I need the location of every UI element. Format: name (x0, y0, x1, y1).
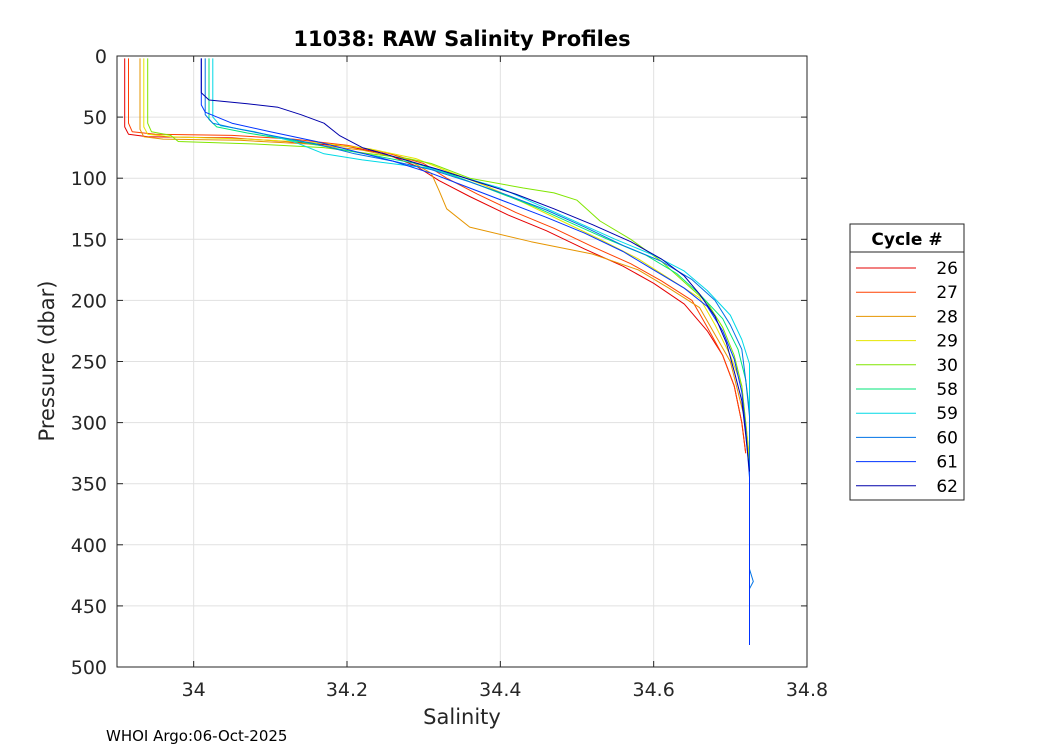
legend-label-30: 30 (936, 356, 958, 376)
y-tick-label: 200 (71, 290, 107, 312)
legend-title: Cycle # (871, 230, 942, 250)
series-line-61 (200, 58, 750, 645)
chart-title: 11038: RAW Salinity Profiles (293, 27, 630, 51)
y-tick-label: 250 (71, 352, 107, 374)
legend-label-60: 60 (936, 428, 958, 448)
y-tick-label: 300 (71, 413, 107, 435)
legend-label-58: 58 (936, 380, 958, 400)
series-line-29 (143, 58, 750, 506)
y-axis-label: Pressure (dbar) (35, 281, 59, 442)
series-line-28 (139, 58, 750, 460)
y-tick-label: 50 (83, 107, 107, 129)
x-tick-label: 34.2 (326, 679, 368, 701)
legend-box (849, 223, 965, 501)
legend-label-28: 28 (936, 307, 958, 327)
x-tick-label: 34 (182, 679, 206, 701)
x-tick-label: 34.6 (633, 679, 675, 701)
y-tick-label: 100 (71, 168, 107, 190)
x-axis-label: Salinity (423, 705, 501, 729)
series-line-59 (212, 58, 750, 447)
series-line-27 (128, 58, 747, 454)
footer-text: WHOI Argo:06-Oct-2025 (106, 727, 287, 745)
legend-label-59: 59 (936, 404, 958, 424)
series-lines (124, 58, 754, 645)
x-axis-ticks: 34 34.2 34.4 34.6 34.8 (182, 56, 828, 701)
y-tick-label: 400 (71, 535, 107, 557)
legend-items: 26 27 28 29 30 58 59 60 61 62 (856, 259, 958, 497)
series-line-30 (147, 58, 750, 511)
y-axis-ticks: 0 50 100 150 200 250 300 350 400 450 500 (71, 46, 807, 679)
y-tick-label: 150 (71, 229, 107, 251)
y-tick-label: 0 (95, 46, 107, 68)
legend-label-61: 61 (936, 453, 958, 473)
legend-label-29: 29 (936, 332, 958, 352)
x-tick-label: 34.4 (479, 679, 521, 701)
legend-label-62: 62 (936, 477, 958, 497)
legend-label-26: 26 (936, 259, 958, 279)
y-tick-label: 500 (71, 657, 107, 679)
legend-label-27: 27 (936, 283, 958, 303)
y-tick-label: 450 (71, 596, 107, 618)
legend: Cycle # 26 27 28 29 30 58 59 60 61 62 (849, 223, 965, 501)
series-line-58 (208, 58, 750, 502)
series-line-62 (200, 58, 750, 472)
y-tick-label: 350 (71, 474, 107, 496)
x-tick-label: 34.8 (786, 679, 828, 701)
